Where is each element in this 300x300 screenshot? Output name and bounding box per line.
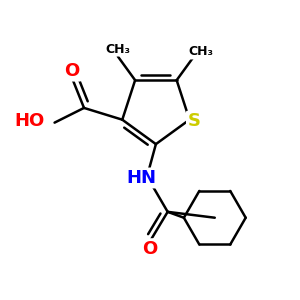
Text: CH₃: CH₃	[189, 46, 214, 59]
Text: S: S	[188, 112, 200, 130]
Text: CH₃: CH₃	[105, 43, 130, 56]
Text: HN: HN	[126, 169, 156, 187]
Text: O: O	[64, 62, 80, 80]
Text: O: O	[142, 240, 158, 258]
Text: HO: HO	[14, 112, 44, 130]
